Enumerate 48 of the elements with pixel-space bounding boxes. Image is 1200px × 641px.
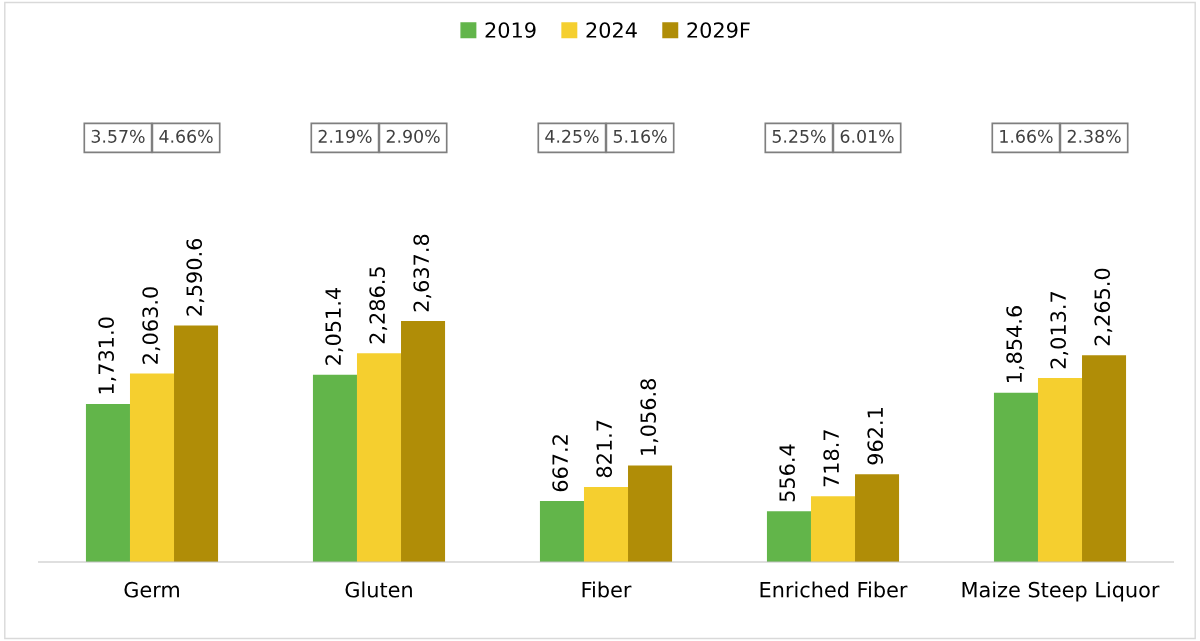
- data-label: 2,265.0: [1094, 268, 1113, 346]
- bar: [1082, 355, 1127, 562]
- bar: [174, 325, 219, 562]
- data-label: 2,590.6: [186, 238, 205, 316]
- bar: [312, 374, 357, 562]
- text: 3.57%: [91, 129, 145, 143]
- text: 2.90%: [386, 129, 440, 143]
- bar: [85, 403, 130, 562]
- data-label: 1,056.8: [640, 379, 659, 455]
- data-label: 962.1: [867, 408, 884, 465]
- legend-label: 2024: [586, 22, 637, 38]
- x-tick-label: Enriched Fiber: [760, 581, 908, 598]
- bar: [401, 321, 446, 562]
- data-label: 1,731.0: [98, 317, 117, 394]
- text: 5.25%: [772, 129, 826, 143]
- bar: [356, 353, 402, 562]
- bar: [129, 373, 175, 562]
- bar: [766, 511, 811, 562]
- data-label: 821.7: [596, 420, 613, 478]
- data-label: 2,286.5: [369, 267, 388, 344]
- data-label: 1,854.6: [1006, 306, 1025, 383]
- data-label: 556.4: [779, 444, 796, 502]
- text: 4.66%: [159, 129, 213, 143]
- bar: [993, 392, 1038, 562]
- text: 5.16%: [613, 129, 667, 143]
- bar: [810, 496, 856, 562]
- legend-label: 2019: [485, 22, 536, 38]
- text: 6.01%: [840, 129, 894, 143]
- legend-label: 2029F: [687, 22, 750, 38]
- x-tick-label: Maize Steep Liquor: [962, 581, 1160, 602]
- data-label: 2,637.8: [413, 234, 432, 312]
- x-tick-label: Gluten: [345, 581, 412, 598]
- bar: [1037, 378, 1083, 562]
- x-tick-label: Fiber: [582, 581, 632, 598]
- bar: [583, 486, 629, 562]
- x-tick-label: Germ: [124, 581, 179, 598]
- text: 4.25%: [545, 129, 599, 143]
- text: 1.66%: [1000, 129, 1053, 143]
- text: 2.19%: [318, 129, 372, 143]
- data-label: 2,051.4: [325, 287, 344, 365]
- bar: [628, 465, 673, 562]
- data-label: 2,013.7: [1050, 292, 1069, 369]
- data-label: 718.7: [823, 430, 840, 487]
- data-label: 667.2: [552, 435, 569, 492]
- bar: [539, 501, 584, 562]
- data-label: 2,063.0: [142, 287, 161, 364]
- text: 2.38%: [1067, 129, 1121, 143]
- bar: [855, 474, 900, 562]
